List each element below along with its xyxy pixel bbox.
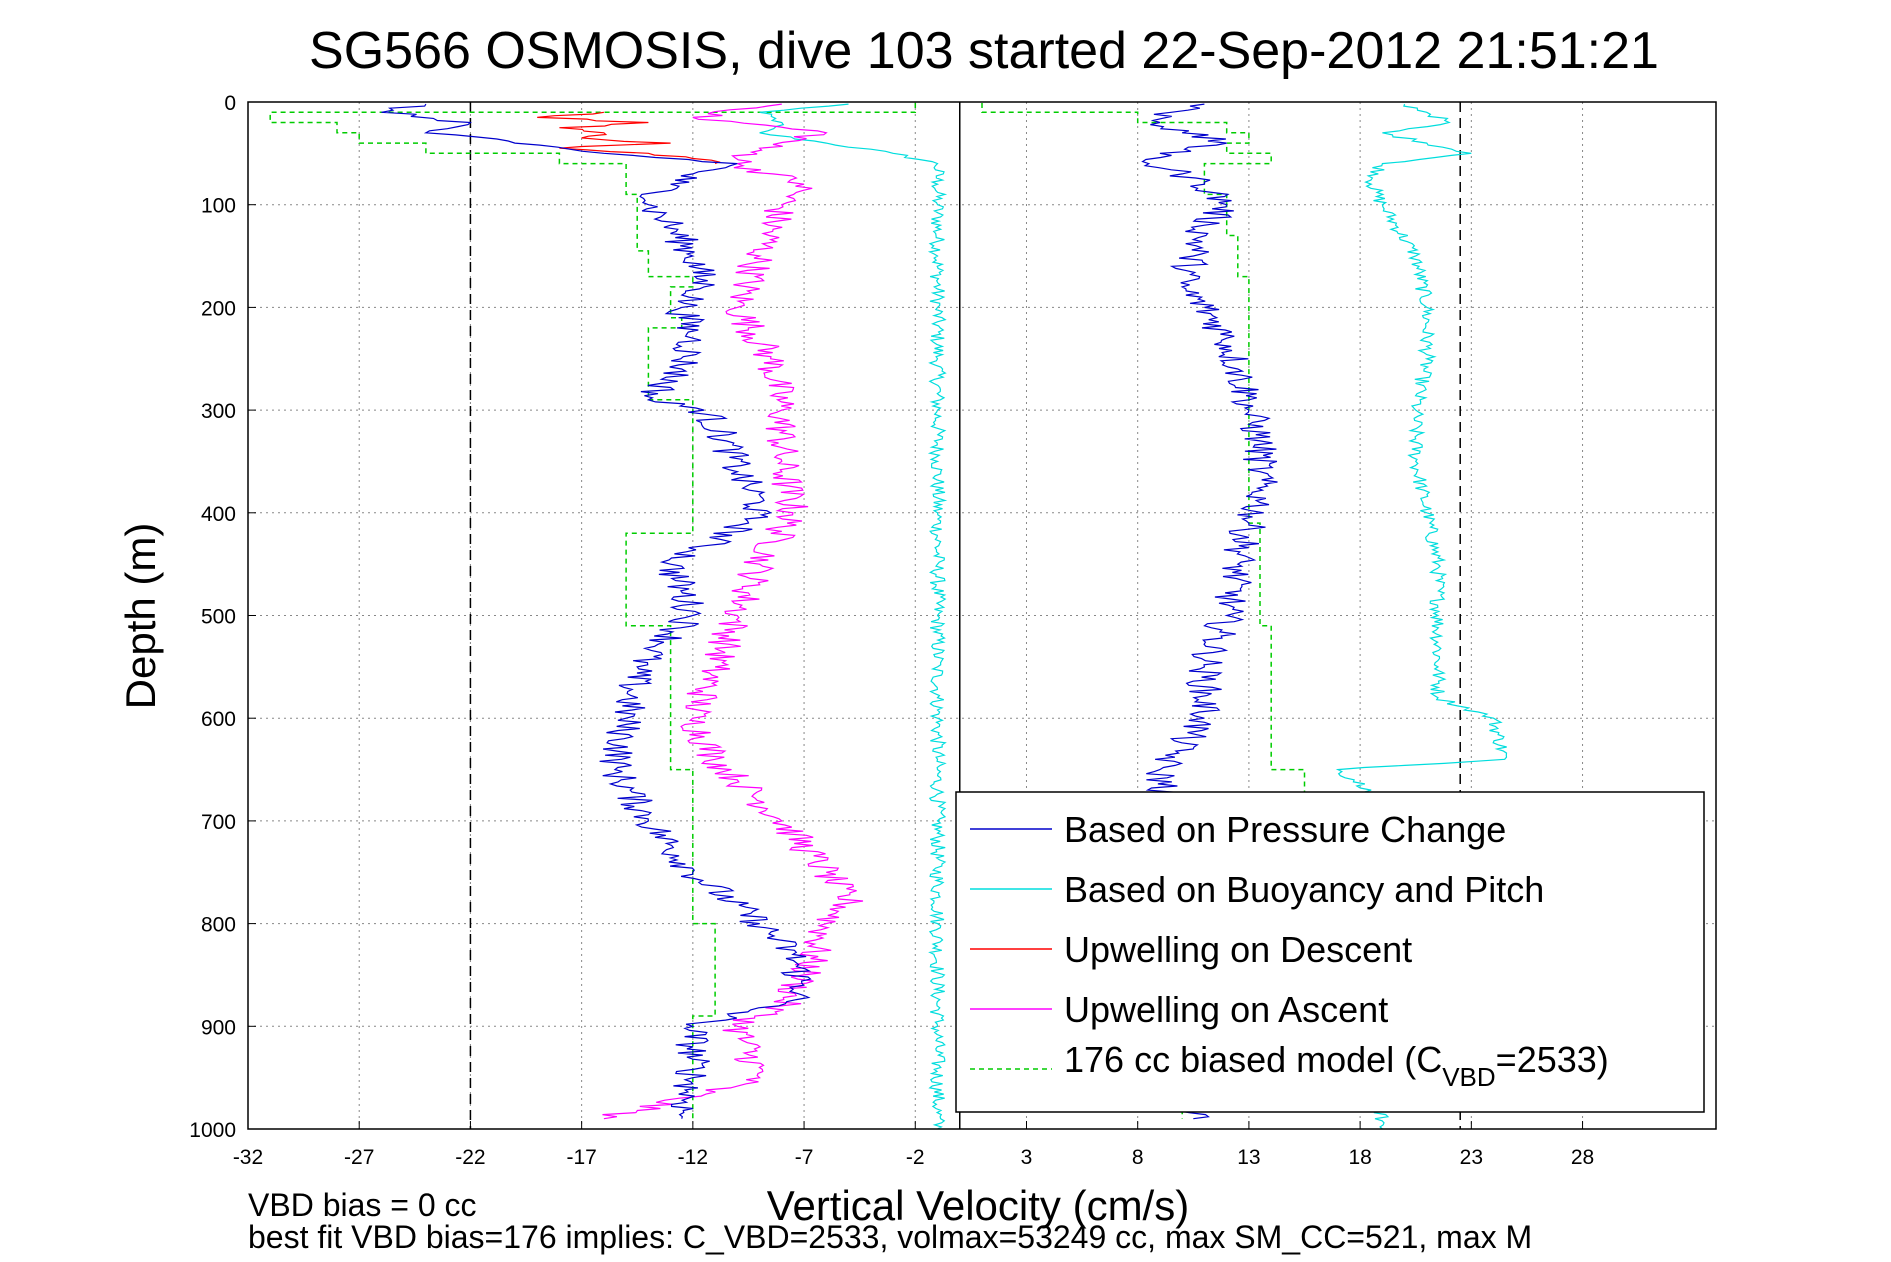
x-tick-label: -7: [795, 1146, 814, 1169]
y-tick-label: 600: [201, 708, 236, 731]
x-tick-label: -32: [233, 1146, 263, 1169]
x-tick-label: 18: [1348, 1146, 1371, 1169]
y-tick-label: 100: [201, 195, 236, 218]
x-tick-label: -27: [344, 1146, 374, 1169]
legend-model-prefix: 176 cc biased model (C: [1064, 1039, 1442, 1080]
x-tick-label: 28: [1571, 1146, 1594, 1169]
legend-box: [955, 791, 1705, 1113]
plot-frame: [247, 101, 1717, 1130]
x-tick-label: 23: [1460, 1146, 1483, 1169]
series-based-on-buoyancy-and-pitch-descent: [759, 103, 948, 1130]
legend-label-pressure: Based on Pressure Change: [1064, 809, 1506, 850]
legend: Based on Pressure Change Based on Buoyan…: [955, 791, 1705, 1113]
legend-model-subscript: VBD: [1442, 1062, 1495, 1092]
x-tick-label: -17: [566, 1146, 596, 1169]
legend-label-model: 176 cc biased model (CVBD=2533): [1064, 1039, 1609, 1092]
x-tick-label: -22: [455, 1146, 485, 1169]
series-upwelling-on-ascent: [602, 103, 864, 1120]
y-tick-label: 0: [224, 92, 236, 115]
y-tick-label: 500: [201, 606, 236, 629]
y-axis-label: Depth (m): [117, 523, 164, 710]
legend-model-suffix: =2533): [1496, 1039, 1609, 1080]
x-tick-label: -12: [678, 1146, 708, 1169]
y-tick-label: 800: [201, 914, 236, 937]
y-tick-label: 400: [201, 503, 236, 526]
legend-label-buoyancy: Based on Buoyancy and Pitch: [1064, 869, 1544, 910]
x-axis-tick-labels: -32 -27 -22 -17 -12 -7 -2 3 8 13 18 23 28: [233, 1146, 1594, 1169]
y-tick-label: 700: [201, 811, 236, 834]
chart-title: SG566 OSMOSIS, dive 103 started 22-Sep-2…: [309, 22, 1659, 80]
x-tick-label: 13: [1237, 1146, 1260, 1169]
series-upwelling-on-descent: [537, 111, 721, 165]
footer-best-fit: best fit VBD bias=176 implies: C_VBD=253…: [248, 1219, 1532, 1255]
series-based-on-pressure-change-descent: [381, 103, 812, 1119]
y-tick-label: 300: [201, 400, 236, 423]
x-tick-label: -2: [906, 1146, 925, 1169]
y-tick-label: 200: [201, 297, 236, 320]
x-tick-label: 8: [1132, 1146, 1144, 1169]
x-tick-label: 3: [1021, 1146, 1033, 1169]
y-tick-label: 900: [201, 1016, 236, 1039]
y-tick-label: 1000: [189, 1119, 236, 1142]
y-axis-tick-labels: 0 100 200 300 400 500 600 700 800 900 1000: [189, 92, 236, 1142]
x-axis-label: Vertical Velocity (cm/s): [767, 1182, 1189, 1229]
legend-label-ascent: Upwelling on Ascent: [1064, 989, 1388, 1030]
footer-vbd-bias: VBD bias = 0 cc: [248, 1187, 477, 1223]
legend-label-descent: Upwelling on Descent: [1064, 929, 1412, 970]
